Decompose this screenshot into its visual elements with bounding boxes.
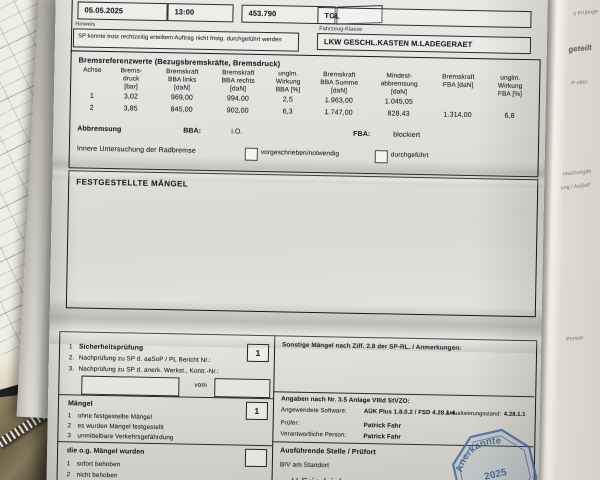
abbremsung-label: Abbremsung — [77, 125, 122, 134]
cell — [486, 101, 534, 110]
brake-table: Achse Brems- druck [bar] Bremskraft BBA … — [76, 66, 537, 121]
checkbox-durchgefuehrt-label: durchgeführt — [390, 151, 429, 160]
bba-result: i.O. — [231, 128, 243, 136]
inspection-date: 05.05.2025 — [84, 5, 124, 16]
maengel-item-num: 2 — [67, 422, 72, 430]
cell: 1.963,00 — [324, 97, 353, 106]
background-text-fragment: P oder — [571, 79, 588, 87]
col-header: Bremskraft BBA links [daN] — [166, 68, 199, 92]
maengel-item-num: 3 — [67, 432, 72, 440]
background-text-fragment: ung / AaSoP — [560, 182, 592, 192]
pruefung-item-num: 2. — [68, 354, 75, 362]
bericht-nr-box — [81, 375, 180, 397]
date-box: 05.05.2025 — [77, 1, 168, 22]
fba-result: blockiert — [393, 131, 421, 140]
inspection-time: 13:00 — [174, 7, 195, 17]
update-value: 4.28.1.1 — [503, 411, 526, 419]
behoben-item-num: 1 — [66, 460, 71, 468]
maengel-title: Mängel — [67, 400, 93, 408]
checkbox-vorgeschrieben — [244, 147, 258, 161]
pruefung-item-num: 3. — [68, 365, 75, 373]
col-header: Achse — [83, 66, 102, 74]
plate-value: TGL — [324, 11, 340, 21]
plate-box: TGL — [317, 7, 532, 29]
cell: 828,43 — [387, 110, 410, 118]
cell: 6,3 — [282, 108, 293, 116]
person-value: Patrick Fahr — [363, 432, 402, 441]
pruefung-selection-box: 1 — [246, 343, 270, 363]
behoben-item-label: nicht behoben — [76, 471, 118, 480]
col-header: Brems- druck [bar] — [120, 67, 143, 91]
pruefung-item-num: 1 — [69, 343, 73, 351]
vehicle-class-box: LKW GESCHL.KASTEN M.LADEGERAET — [316, 33, 532, 55]
cell: 3,02 — [123, 93, 138, 101]
cell: 1.045,05 — [384, 98, 413, 107]
cell: 969,00 — [170, 94, 193, 103]
col-header: unglm. Wirkung BBA [%] — [275, 70, 301, 94]
cell: 2 — [89, 104, 94, 112]
sp-report-document: 05.05.2025 13:00 453.790 TGL Fahrzeug-Kl… — [46, 0, 548, 480]
pruefung-item-label: Sicherheitsprüfung — [79, 343, 144, 352]
pruefer-value: Patrick Fahr — [363, 421, 402, 430]
vehicle-class-label: Fahrzeug-Klasse — [319, 26, 363, 33]
col-header: Bremskraft FBA [daN] — [442, 73, 475, 89]
hinweis-label: Hinweis — [75, 21, 96, 28]
maengel-item-label: ohne festgestellte Mängel — [77, 412, 153, 421]
cell: 1.314,00 — [443, 111, 472, 119]
pruefer-label: Prüfer: — [280, 420, 300, 427]
time-box: 13:00 — [167, 3, 234, 23]
col-header: unglm. Wirkung FBA [%] — [497, 74, 523, 98]
behoben-title: die o.g. Mängel wurden — [67, 447, 145, 456]
cell: 994,00 — [226, 95, 249, 104]
col-header: Bremskraft BBA rechts [daN] — [221, 69, 255, 93]
maengel-item-num: 1 — [67, 412, 72, 420]
update-label: Aktualisierungsstand: — [445, 410, 502, 418]
vehicle-class-value: LKW GESCHL.KASTEN M.LADEGERAET — [323, 37, 473, 50]
person-label: Verantwortliche Person: — [280, 431, 347, 439]
cell: 6,8 — [504, 112, 515, 120]
behoben-item-label: sofort behoben — [76, 460, 121, 469]
checkbox-vorgeschrieben-label: vorgeschrieben/notwendig — [260, 148, 340, 158]
cell: 902,00 — [226, 107, 249, 115]
behoben-item-num: 2 — [66, 471, 71, 479]
vom-label: vom — [194, 381, 208, 389]
cell: 1 — [89, 93, 94, 101]
background-text-fragment: s Prüfinge — [573, 9, 599, 18]
cell: 845,00 — [170, 106, 193, 114]
checkbox-durchgefuehrt — [374, 150, 388, 164]
stelle-line1: BIV am Standort — [279, 461, 330, 470]
maengel-selection-box: 1 — [245, 401, 269, 421]
col-header: Bremskraft BBA Summe [daN] — [320, 71, 359, 95]
col-header: Mindest- abbremsung [daN] — [380, 72, 418, 96]
hinweis-box: SP konnte trotz rechtzeitig erteiltem Au… — [72, 28, 300, 52]
background-text-fragment: rsuchungsb. — [562, 168, 594, 178]
background-text-fragment: geteilt — [567, 42, 593, 55]
fba-label: FBA: — [353, 130, 371, 139]
cell — [430, 100, 486, 109]
behoben-selection-box — [244, 448, 268, 468]
cell: 3,85 — [123, 105, 138, 113]
bba-label: BBA: — [183, 127, 202, 135]
vom-date-box — [214, 378, 271, 399]
cell: 2,5 — [282, 96, 293, 104]
background-text-fragment: Person — [565, 335, 584, 343]
hinweis-text: SP konnte trotz rechtzeitig erteiltem Au… — [77, 33, 282, 44]
defects-section — [65, 170, 539, 318]
cell: 1.747,00 — [324, 108, 353, 117]
software-label: Angewendete Software: — [280, 407, 347, 415]
stamp-year: 2025 — [483, 467, 508, 480]
sp-approval-stamp: Anerkannte 2025 SP — [448, 428, 538, 480]
